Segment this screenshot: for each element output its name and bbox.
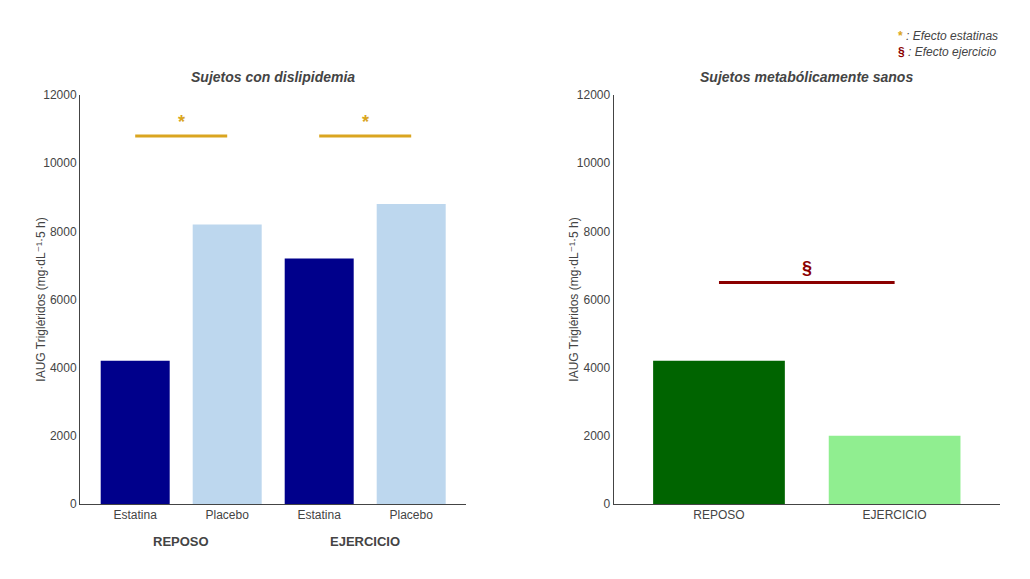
svg-text:12000: 12000 xyxy=(43,88,77,102)
svg-text:IAUG Trigléridos (mg·dL⁻¹·5 h): IAUG Trigléridos (mg·dL⁻¹·5 h) xyxy=(567,217,581,381)
svg-text:Placebo: Placebo xyxy=(390,508,434,522)
svg-text:2000: 2000 xyxy=(50,429,77,443)
svg-text:Sujetos con dislipidemia: Sujetos con dislipidemia xyxy=(191,69,355,85)
svg-text:4000: 4000 xyxy=(583,361,610,375)
svg-text:REPOSO: REPOSO xyxy=(693,508,744,522)
svg-text:8000: 8000 xyxy=(583,225,610,239)
svg-text:§: § xyxy=(802,258,812,278)
svg-text:10000: 10000 xyxy=(43,156,77,170)
svg-text:EJERCICIO: EJERCICIO xyxy=(330,534,400,549)
svg-text:IAUG Trigléridos (mg·dL⁻¹·5 h): IAUG Trigléridos (mg·dL⁻¹·5 h) xyxy=(34,217,48,381)
svg-text:REPOSO: REPOSO xyxy=(153,534,209,549)
svg-text:0: 0 xyxy=(70,497,77,511)
svg-text:6000: 6000 xyxy=(583,293,610,307)
svg-text:EJERCICIO: EJERCICIO xyxy=(863,508,927,522)
svg-text:4000: 4000 xyxy=(50,361,77,375)
svg-text:Estatina: Estatina xyxy=(298,508,342,522)
svg-text:0: 0 xyxy=(604,497,611,511)
svg-text:8000: 8000 xyxy=(50,225,77,239)
svg-text:12000: 12000 xyxy=(577,88,611,102)
svg-text:Estatina: Estatina xyxy=(114,508,158,522)
svg-text:Placebo: Placebo xyxy=(206,508,250,522)
svg-text:Sujetos metabólicamente sanos: Sujetos metabólicamente sanos xyxy=(700,69,913,85)
svg-text:* : Efecto estatinas§ : Efecto: * : Efecto estatinas§ : Efecto ejercicio xyxy=(898,29,998,59)
svg-text:2000: 2000 xyxy=(583,429,610,443)
svg-text:10000: 10000 xyxy=(577,156,611,170)
svg-text:*: * xyxy=(178,112,185,132)
svg-text:6000: 6000 xyxy=(50,293,77,307)
svg-text:*: * xyxy=(362,112,369,132)
